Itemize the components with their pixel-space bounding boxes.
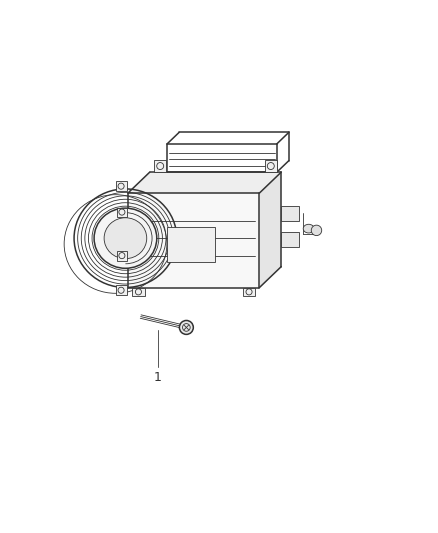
FancyBboxPatch shape <box>116 181 127 191</box>
Polygon shape <box>259 172 281 287</box>
Text: 1: 1 <box>154 371 162 384</box>
FancyBboxPatch shape <box>132 287 145 296</box>
FancyBboxPatch shape <box>167 228 215 262</box>
FancyBboxPatch shape <box>154 160 166 172</box>
Circle shape <box>311 225 322 236</box>
Ellipse shape <box>94 208 157 268</box>
FancyBboxPatch shape <box>116 286 127 295</box>
FancyBboxPatch shape <box>243 287 255 296</box>
Ellipse shape <box>303 224 314 233</box>
FancyBboxPatch shape <box>117 251 127 261</box>
FancyBboxPatch shape <box>281 206 299 221</box>
Ellipse shape <box>104 218 147 259</box>
FancyBboxPatch shape <box>281 232 299 247</box>
FancyBboxPatch shape <box>265 160 277 172</box>
FancyBboxPatch shape <box>117 208 127 217</box>
Polygon shape <box>128 193 259 287</box>
Polygon shape <box>128 172 281 193</box>
Circle shape <box>180 320 193 334</box>
